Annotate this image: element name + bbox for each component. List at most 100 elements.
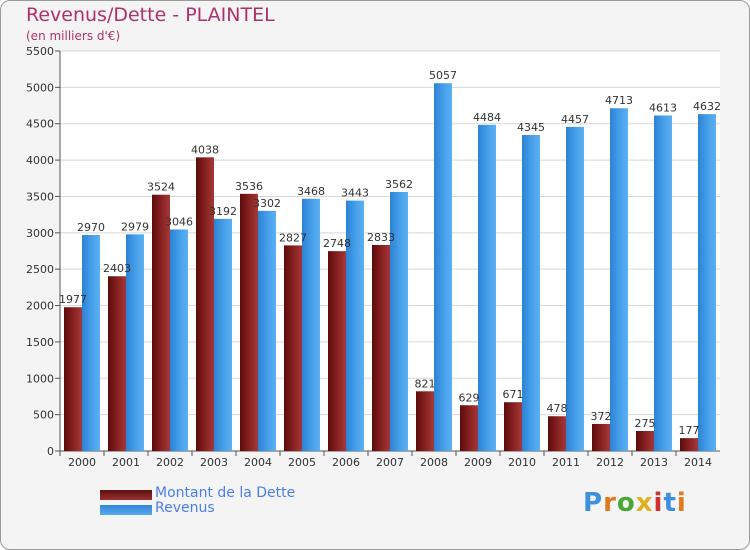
x-tick-label: 2006 (332, 456, 360, 469)
x-tick-label: 2004 (244, 456, 272, 469)
bar-revenus (170, 229, 188, 451)
data-label: 2970 (77, 221, 105, 234)
x-tick-label: 2011 (552, 456, 580, 469)
bar-revenus (302, 198, 320, 451)
bar-revenus (566, 126, 584, 451)
data-label: 177 (679, 424, 700, 437)
data-label: 4713 (605, 94, 633, 107)
bar-revenus (126, 234, 144, 451)
data-label: 629 (459, 391, 480, 404)
data-label: 478 (547, 402, 568, 415)
bar-dette (680, 438, 698, 451)
data-label: 4457 (561, 113, 589, 126)
x-tick-label: 2005 (288, 456, 316, 469)
bar-dette (592, 423, 610, 451)
bar-dette (108, 276, 126, 451)
y-tick-label: 0 (47, 445, 54, 458)
y-tick-label: 5500 (26, 45, 54, 58)
data-label: 3562 (385, 178, 413, 191)
y-tick-label: 2000 (26, 300, 54, 313)
chart-subtitle: (en milliers d'€) (26, 29, 121, 43)
y-tick-label: 500 (33, 409, 54, 422)
x-tick-label: 2008 (420, 456, 448, 469)
legend-label-revenus: Revenus (155, 500, 215, 516)
data-label: 5057 (429, 69, 457, 82)
logo-letter: i (653, 488, 664, 518)
logo-letter: o (616, 488, 636, 518)
bar-revenus (654, 115, 672, 451)
data-label: 3524 (147, 181, 175, 194)
bar-revenus (214, 218, 232, 451)
data-label: 3192 (209, 205, 237, 218)
data-label: 4345 (517, 121, 545, 134)
bar-revenus (698, 114, 716, 452)
chart-title: Revenus/Dette - PLAINTEL (26, 4, 275, 26)
bar-revenus (258, 210, 276, 451)
bar-dette (240, 193, 258, 451)
x-tick-label: 2000 (68, 456, 96, 469)
bar-revenus (82, 235, 100, 451)
y-tick-label: 1500 (26, 336, 54, 349)
bar-dette (152, 194, 170, 451)
logo-letter: x (635, 488, 654, 518)
data-label: 3536 (235, 180, 263, 193)
data-label: 4038 (191, 143, 219, 156)
x-tick-label: 2003 (200, 456, 228, 469)
data-label: 2979 (121, 220, 149, 233)
bar-dette (460, 405, 478, 451)
bar-revenus (610, 108, 628, 452)
bar-dette (416, 391, 434, 451)
data-label: 671 (503, 388, 524, 401)
y-tick-label: 3000 (26, 227, 54, 240)
x-tick-label: 2009 (464, 456, 492, 469)
logo-letter: r (603, 488, 617, 518)
bar-revenus (346, 200, 364, 451)
data-label: 1977 (59, 293, 87, 306)
data-label: 821 (415, 377, 436, 390)
logo-letter: i (676, 488, 687, 518)
data-label: 4484 (473, 111, 501, 124)
x-tick-label: 2002 (156, 456, 184, 469)
proxiti-logo: Proxiti (583, 488, 687, 518)
data-label: 372 (591, 410, 612, 423)
legend-swatch-dette (100, 490, 152, 500)
x-tick-label: 2007 (376, 456, 404, 469)
legend-swatch-revenus (100, 505, 152, 515)
bar-revenus (522, 135, 540, 451)
data-label: 3302 (253, 197, 281, 210)
x-tick-label: 2013 (640, 456, 668, 469)
data-label: 3468 (297, 185, 325, 198)
bar-dette (284, 245, 302, 451)
bar-dette (504, 402, 522, 451)
data-label: 3443 (341, 187, 369, 200)
bar-dette (548, 416, 566, 451)
bar-dette (196, 157, 214, 451)
logo-letter: P (583, 488, 604, 518)
data-label: 3046 (165, 215, 193, 228)
data-label: 275 (635, 417, 656, 430)
data-label: 2827 (279, 231, 307, 244)
x-tick-label: 2001 (112, 456, 140, 469)
bar-dette (372, 244, 390, 451)
bar-revenus (434, 83, 452, 451)
logo-letter: t (663, 488, 677, 518)
legend-label-dette: Montant de la Dette (155, 485, 296, 501)
bar-revenus (478, 124, 496, 452)
y-tick-label: 4500 (26, 118, 54, 131)
data-label: 2403 (103, 262, 131, 275)
x-tick-label: 2012 (596, 456, 624, 469)
bar-dette (64, 307, 82, 451)
data-label: 4613 (649, 102, 677, 115)
data-label: 2833 (367, 231, 395, 244)
bar-dette (328, 251, 346, 451)
x-tick-label: 2014 (684, 456, 712, 469)
y-tick-label: 2500 (26, 263, 54, 276)
x-tick-label: 2010 (508, 456, 536, 469)
y-tick-label: 3500 (26, 190, 54, 203)
y-tick-label: 1000 (26, 372, 54, 385)
bar-dette (636, 431, 654, 451)
y-tick-label: 4000 (26, 154, 54, 167)
data-label: 4632 (693, 100, 721, 113)
data-label: 2748 (323, 237, 351, 250)
